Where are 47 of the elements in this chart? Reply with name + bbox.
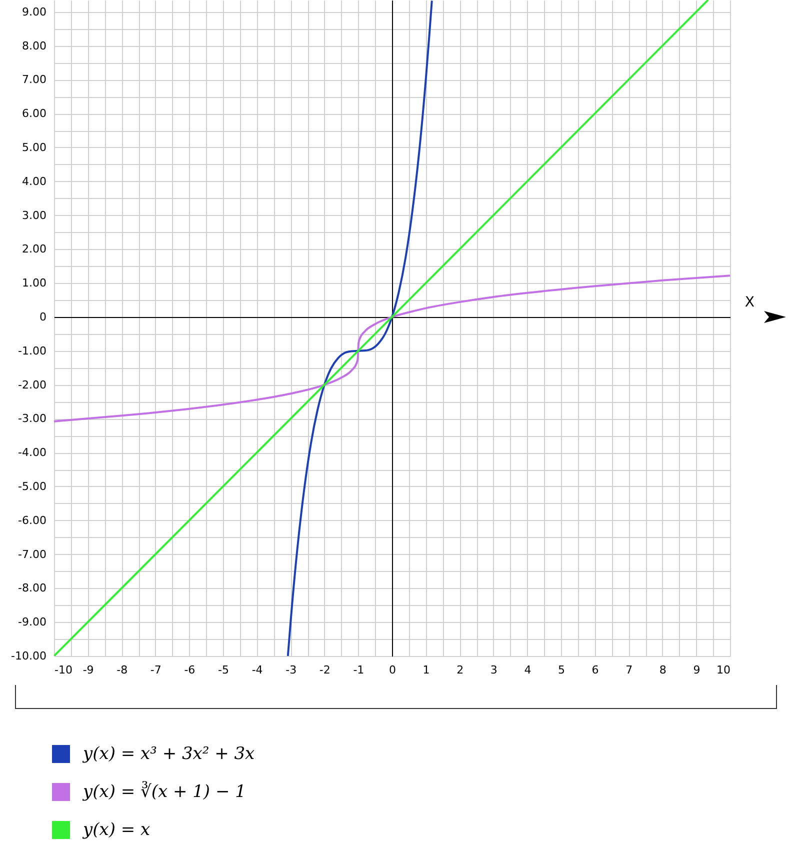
- y-tick-label: -9.00: [18, 616, 46, 629]
- y-tick-label: -4.00: [18, 446, 46, 460]
- y-tick-label: -8.00: [18, 582, 46, 595]
- y-tick-label: -5.00: [18, 480, 46, 493]
- x-tick-label: -6: [184, 664, 196, 676]
- x-tick-label: 10: [716, 664, 730, 676]
- y-tick-label: -10.00: [11, 650, 46, 662]
- x-tick-label: -5: [218, 664, 229, 676]
- x-tick-label: 2: [456, 664, 464, 676]
- y-tick-label: 9.00: [22, 5, 46, 18]
- y-tick-label: 0: [40, 310, 46, 324]
- x-tick-label: -4: [252, 664, 263, 676]
- y-tick-label: -3.00: [18, 412, 46, 426]
- line-series: [286, 0, 433, 656]
- x-tick-label: -7: [150, 664, 162, 676]
- y-tick-label: 8.00: [22, 39, 46, 52]
- y-tick-label: -6.00: [18, 514, 46, 527]
- x-tick-label: -8: [116, 664, 128, 676]
- x-axis-title: X: [744, 294, 755, 310]
- x-tick-label: 4: [524, 664, 532, 676]
- x-tick-label: -9: [82, 664, 94, 676]
- x-tick-label: 1: [422, 664, 430, 676]
- y-tick-label: -2.00: [18, 378, 46, 392]
- y-tick-label: 7.00: [22, 73, 46, 86]
- y-tick-label: 2.00: [22, 242, 46, 256]
- y-tick-label: -1.00: [18, 344, 46, 358]
- x-tick-label: -2: [319, 664, 330, 676]
- y-tick-label: 4.00: [22, 174, 46, 188]
- x-tick-label: 6: [592, 664, 599, 676]
- x-tick-label: 9: [693, 664, 700, 676]
- legend-label: y(x) = x³ + 3x² + 3x: [83, 744, 255, 764]
- y-tick-label: -7.00: [18, 548, 46, 561]
- x-tick-label: -10: [54, 664, 72, 676]
- y-tick-label: 6.00: [22, 107, 46, 120]
- y-tick-label: 3.00: [22, 208, 46, 222]
- legend-label: y(x) = x: [83, 820, 150, 840]
- x-tick-label: 0: [389, 664, 396, 676]
- x-tick-label: -3: [286, 664, 297, 676]
- y-tick-label: 1.00: [22, 276, 46, 290]
- y-tick-label: 5.00: [22, 140, 46, 154]
- line-series: [54, 274, 730, 422]
- x-tick-label: 3: [490, 664, 498, 676]
- x-tick-label: 7: [626, 664, 633, 676]
- x-tick-label: 8: [659, 664, 666, 676]
- x-tick-label: 5: [558, 664, 565, 676]
- x-tick-label: -1: [353, 664, 364, 676]
- legend-label: y(x) = ∛(x + 1) − 1: [83, 782, 246, 802]
